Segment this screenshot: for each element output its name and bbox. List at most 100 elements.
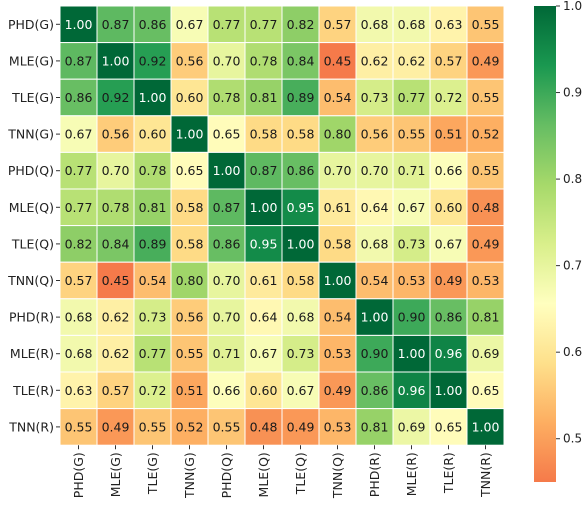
heatmap-cell [96,371,135,410]
heatmap-cell [207,78,246,117]
heatmap-cell [96,225,135,263]
heatmap-cell [244,371,283,410]
heatmap-cell [355,371,394,410]
cell-value-label: 0.49 [324,383,352,398]
heatmap-cell [355,188,394,227]
cell-value-label: 1.00 [398,346,426,361]
heatmap-cell [318,42,357,80]
cell-value-label: 0.65 [213,127,241,142]
cell-value-label: 1.00 [361,310,389,325]
heatmap-cell [133,78,172,117]
cell-value-label: 0.55 [472,163,500,178]
heatmap-cell [244,298,283,336]
cell-value-label: 0.70 [102,163,130,178]
y-tick-label: PHD(R) [9,310,54,325]
cell-value-label: 0.55 [213,419,241,434]
heatmap-cell [466,371,505,410]
heatmap-cell [281,334,320,373]
cell-value-label: 0.90 [398,310,426,325]
heatmap-cell [466,42,505,80]
cell-value-label: 0.66 [435,163,463,178]
cell-value-label: 0.81 [250,90,278,105]
heatmap-cell [244,42,283,80]
heatmap-cell [318,371,357,410]
cell-value-label: 0.68 [361,236,389,251]
cell-value-label: 0.68 [65,310,93,325]
cell-value-label: 0.62 [361,53,389,68]
cell-value-label: 0.77 [65,200,93,215]
heatmap-cell [96,298,135,336]
cell-value-label: 1.00 [65,17,93,32]
cell-value-label: 0.71 [398,163,426,178]
cell-value-label: 0.86 [213,236,241,251]
heatmap-cell [59,188,98,227]
heatmap-cell [170,78,209,117]
cell-value-label: 0.82 [287,17,315,32]
heatmap-cell [281,225,320,263]
y-tick-label: MLE(Q) [9,200,54,215]
x-tick-label: TLE(Q) [293,452,308,495]
heatmap-cell [318,188,357,227]
heatmap-cell [466,115,505,153]
heatmap-cell [170,42,209,80]
cell-value-label: 0.58 [176,200,204,215]
cell-value-label: 0.49 [472,53,500,68]
heatmap-cell [281,261,320,300]
cell-value-label: 0.86 [139,17,167,32]
heatmap-cell [429,42,468,80]
cell-value-label: 0.52 [472,127,500,142]
cell-value-label: 0.49 [102,419,130,434]
x-tick-label: TNN(G) [182,452,197,499]
cell-value-label: 0.58 [250,127,278,142]
cell-value-label: 0.70 [324,163,352,178]
x-tick-label: TNN(Q) [330,452,345,499]
x-tick-label: PHD(R) [367,452,382,497]
x-tick-label: MLE(G) [108,452,123,497]
cell-value-label: 0.54 [139,273,167,288]
y-tick-label: TLE(Q) [11,236,54,251]
heatmap-cell [59,151,98,190]
cell-value-label: 0.89 [287,90,315,105]
cell-value-label: 0.64 [361,200,389,215]
cell-value-label: 0.65 [435,419,463,434]
y-tick-label: TLE(G) [11,90,54,105]
y-tick-label: MLE(R) [10,346,54,361]
heatmap-cell [133,261,172,300]
cell-value-label: 0.92 [139,53,167,68]
cell-value-label: 0.89 [139,236,167,251]
cell-value-label: 0.81 [361,419,389,434]
y-tick-label: TLE(R) [12,383,54,398]
heatmap-cell [318,151,357,190]
heatmap-cell [244,151,283,190]
cell-value-label: 0.70 [361,163,389,178]
cell-value-label: 0.78 [250,53,278,68]
cell-value-label: 0.57 [102,383,130,398]
cell-value-label: 1.00 [324,273,352,288]
cell-value-label: 0.60 [176,90,204,105]
cell-value-label: 0.53 [324,346,352,361]
cell-value-label: 0.45 [324,53,352,68]
cell-value-label: 0.80 [176,273,204,288]
cell-value-label: 0.51 [176,383,204,398]
cell-value-label: 0.77 [398,90,426,105]
heatmap-cell [429,371,468,410]
cell-value-label: 0.78 [139,163,167,178]
heatmap-cell [59,225,98,263]
heatmap-cell [281,151,320,190]
heatmap-cell [96,151,135,190]
cell-value-label: 0.68 [287,310,315,325]
heatmap-cell [392,408,431,446]
cell-value-label: 0.63 [65,383,93,398]
cell-value-label: 0.82 [65,236,93,251]
cell-value-label: 0.61 [324,200,352,215]
cell-value-label: 0.73 [398,236,426,251]
heatmap-cell [96,408,135,446]
heatmap-cell [318,334,357,373]
heatmap-cell [133,371,172,410]
cell-value-label: 0.62 [398,53,426,68]
heatmap-cell [392,5,431,44]
heatmap-cell [355,42,394,80]
cell-value-label: 0.81 [472,310,500,325]
cell-value-label: 0.68 [65,346,93,361]
cell-value-label: 0.54 [324,90,352,105]
